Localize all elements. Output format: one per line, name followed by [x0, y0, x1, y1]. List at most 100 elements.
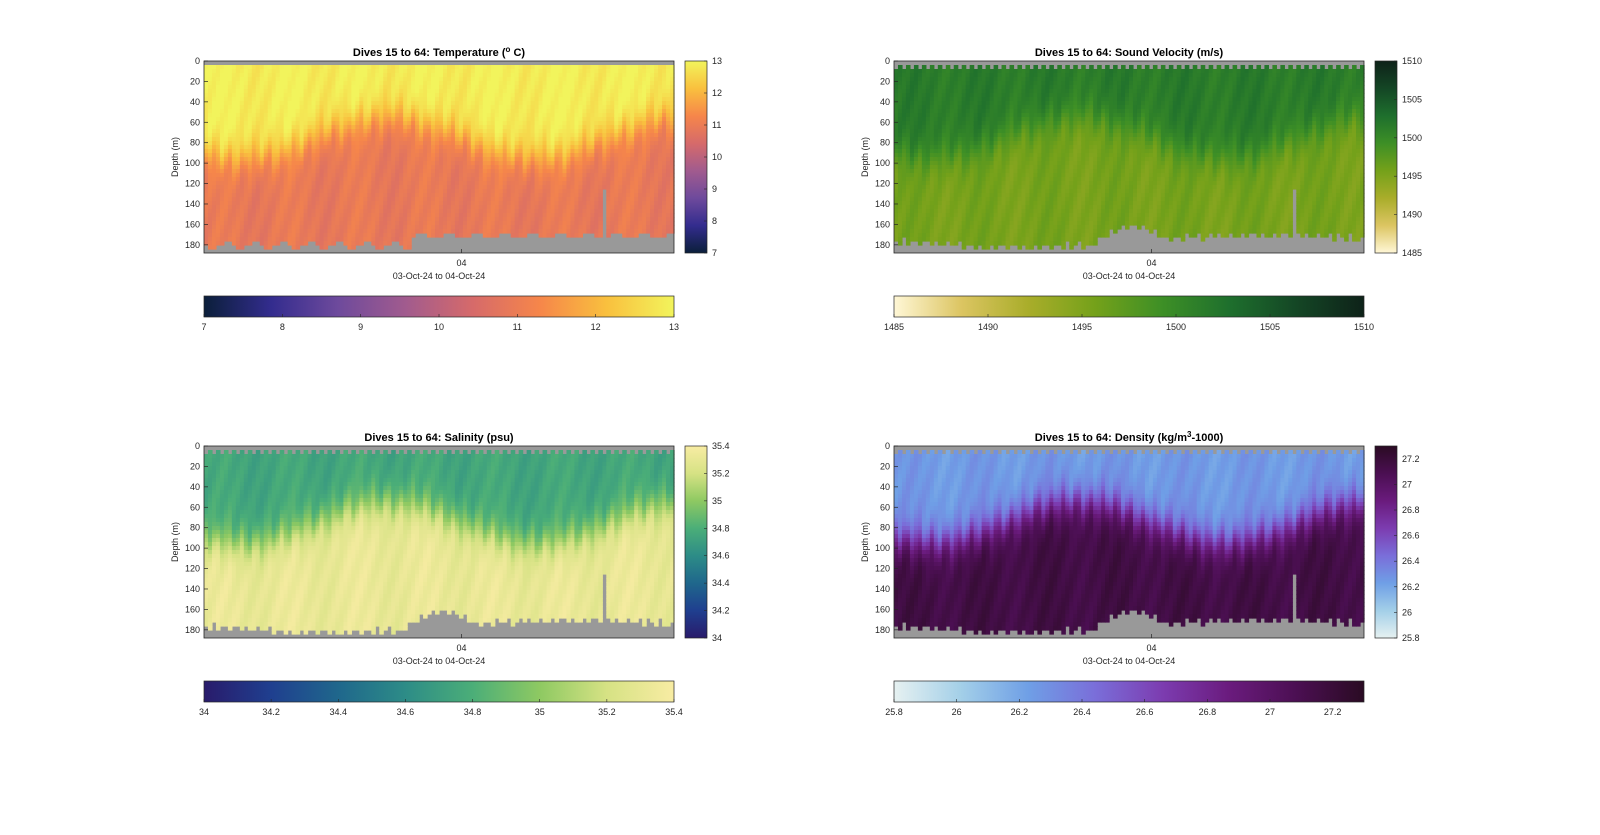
heatmap-cell: [554, 161, 560, 166]
heatmap-cell: [211, 93, 217, 98]
heatmap-cell: [578, 173, 583, 178]
heatmap-cell: [255, 185, 261, 190]
heatmap-cell: [423, 81, 428, 86]
heatmap-cell: [283, 85, 289, 90]
heatmap-cell: [526, 173, 532, 178]
heatmap-cell: [299, 185, 305, 190]
heatmap-cell: [223, 165, 229, 170]
heatmap-cell: [363, 153, 368, 158]
heatmap-cell: [251, 69, 257, 74]
heatmap-cell: [530, 77, 536, 82]
heatmap-cell: [351, 221, 356, 226]
heatmap-cell: [534, 181, 540, 186]
heatmap-cell: [204, 193, 209, 198]
heatmap-cell: [606, 141, 611, 146]
heatmap-cell: [295, 149, 301, 154]
heatmap-cell: [243, 185, 249, 190]
heatmap-cell: [303, 81, 309, 86]
heatmap-cell: [574, 89, 579, 94]
heatmap-cell: [251, 93, 257, 98]
heatmap-cell: [283, 93, 289, 98]
heatmap-cell: [442, 209, 448, 214]
heatmap-cell: [610, 125, 615, 130]
heatmap-cell: [403, 161, 408, 166]
heatmap-cell: [590, 85, 595, 90]
heatmap-cell: [586, 133, 591, 138]
heatmap-cell: [606, 117, 611, 122]
heatmap-cell: [654, 229, 659, 234]
heatmap-cell: [622, 233, 627, 238]
heatmap-cell: [223, 153, 229, 158]
heatmap-cell: [219, 165, 225, 170]
heatmap-cell: [371, 109, 376, 114]
heatmap-cell: [255, 97, 261, 102]
heatmap-cell: [638, 229, 643, 234]
heatmap-cell: [634, 109, 639, 114]
heatmap-cell: [367, 205, 372, 210]
heatmap-cell: [514, 85, 520, 90]
heatmap-cell: [204, 197, 209, 202]
heatmap-cell: [399, 85, 404, 90]
heatmap-cell: [494, 209, 500, 214]
heatmap-cell: [658, 85, 663, 90]
heatmap-cell: [650, 109, 655, 114]
heatmap-cell: [387, 197, 392, 202]
heatmap-cell: [454, 137, 460, 142]
heatmap-cell: [291, 225, 297, 230]
heatmap-cell: [486, 117, 492, 122]
heatmap-cell: [267, 105, 273, 110]
heatmap-cell: [399, 177, 404, 182]
heatmap-cell: [267, 209, 273, 214]
heatmap-cell: [303, 133, 309, 138]
heatmap-cell: [554, 109, 560, 114]
heatmap-cell: [415, 177, 420, 182]
heatmap-cell: [387, 213, 392, 218]
heatmap-cell: [634, 89, 639, 94]
heatmap-cell: [594, 205, 599, 210]
heatmap-cell: [550, 169, 556, 174]
heatmap-cell: [546, 121, 552, 126]
heatmap-cell: [299, 189, 305, 194]
heatmap-cell: [395, 129, 400, 134]
heatmap-cell: [323, 101, 329, 106]
heatmap-cell: [227, 129, 233, 134]
heatmap-cell: [287, 85, 293, 90]
heatmap-cell: [646, 197, 651, 202]
heatmap-cell: [219, 121, 225, 126]
heatmap-cell: [359, 225, 364, 230]
heatmap-cell: [582, 169, 587, 174]
heatmap-cell: [359, 161, 364, 166]
heatmap-cell: [466, 157, 472, 162]
heatmap-cell: [618, 181, 623, 186]
heatmap-cell: [490, 153, 496, 158]
heatmap-cell: [586, 173, 591, 178]
heatmap-cell: [251, 161, 257, 166]
heatmap-cell: [247, 113, 253, 118]
heatmap-cell: [646, 153, 651, 158]
heatmap-cell: [259, 145, 265, 150]
heatmap-cell: [379, 97, 384, 102]
heatmap-cell: [279, 173, 285, 178]
heatmap-cell: [462, 233, 468, 238]
heatmap-cell: [622, 149, 627, 154]
heatmap-cell: [403, 181, 408, 186]
heatmap-cell: [351, 197, 356, 202]
heatmap-cell: [442, 201, 448, 206]
heatmap-cell: [522, 185, 528, 190]
heatmap-cell: [510, 161, 516, 166]
heatmap-cell: [454, 177, 460, 182]
heatmap-cell: [566, 101, 572, 106]
heatmap-cell: [351, 65, 356, 70]
heatmap-cell: [387, 129, 392, 134]
heatmap-cell: [427, 105, 432, 110]
heatmap-cell: [586, 145, 591, 150]
heatmap-cell: [610, 109, 615, 114]
heatmap-cell: [530, 109, 536, 114]
heatmap-cell: [315, 165, 321, 170]
heatmap-cell: [363, 217, 368, 222]
heatmap-cell: [486, 129, 492, 134]
heatmap-cell: [622, 133, 627, 138]
heatmap-cell: [510, 169, 516, 174]
heatmap-cell: [474, 161, 480, 166]
heatmap-cell: [243, 157, 249, 162]
